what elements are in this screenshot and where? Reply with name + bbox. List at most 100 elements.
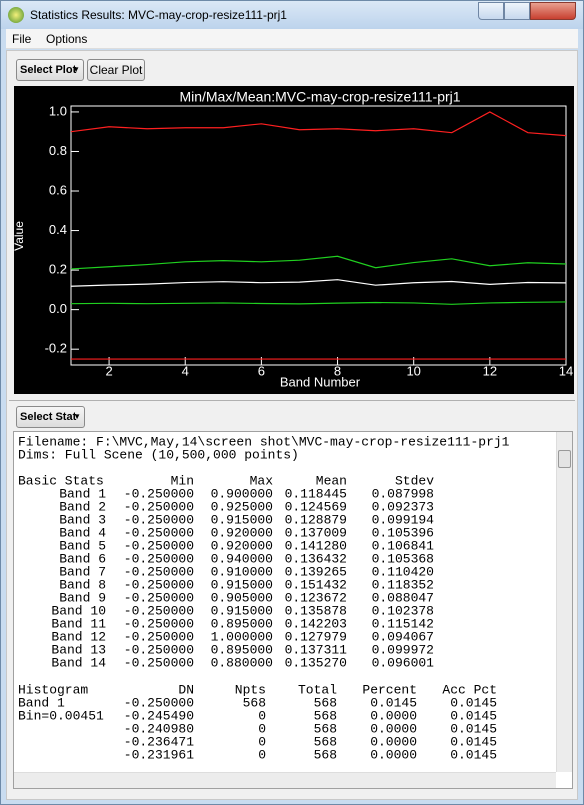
report-text: 0.915000 [211, 577, 273, 592]
y-tick-label: -0.2 [45, 341, 67, 356]
report-text: 0.135878 [285, 603, 347, 618]
report-text: 0.895000 [211, 642, 273, 657]
report-text: Mean [316, 473, 347, 488]
x-tick-label: 14 [559, 363, 573, 378]
report-text: 0 [258, 708, 266, 723]
report-text: 0.880000 [211, 655, 273, 670]
x-tick-label: 6 [258, 363, 265, 378]
menu-item[interactable]: File [12, 32, 32, 46]
report-text: 0.151432 [285, 577, 347, 592]
report-text: 0.0000 [370, 747, 417, 762]
button-label: Select Plot [20, 64, 77, 76]
report-text: Basic Stats [18, 473, 104, 488]
series-line [70, 255, 567, 270]
select-plot-button[interactable]: Select Plot ▼ [16, 59, 84, 81]
report-text: 568 [243, 695, 266, 710]
maximize-button[interactable] [504, 2, 530, 20]
report-text: 0.0000 [370, 721, 417, 736]
report-text: 0.115142 [372, 616, 434, 631]
menu-bar: File Options [6, 29, 578, 49]
report-text: 0.0145 [450, 695, 497, 710]
series-line [70, 279, 567, 287]
app-icon [8, 7, 24, 23]
report-text: 0 [258, 734, 266, 749]
report-text: 0.905000 [211, 590, 273, 605]
report-text: 0.136432 [285, 551, 347, 566]
report-text: Band 9 [59, 590, 106, 605]
report-text: Band 2 [59, 499, 106, 514]
x-axis-label: Band Number [280, 374, 361, 389]
report-text: 0.087998 [372, 486, 434, 501]
report-text: Band 12 [51, 629, 106, 644]
report-text-area[interactable] [13, 431, 573, 789]
series-line [70, 301, 567, 305]
report-text: Total [298, 682, 337, 697]
report-text: 0.088047 [372, 590, 434, 605]
report-text: Band 11 [51, 616, 106, 631]
y-tick-label: 0.4 [49, 222, 67, 237]
report-text: 0.141280 [285, 538, 347, 553]
report-text: 0.915000 [211, 512, 273, 527]
report-text: Dims: Full Scene (10,500,000 points) [18, 447, 299, 462]
report-text: 0.0145 [450, 721, 497, 736]
report-text: 0.900000 [211, 486, 273, 501]
report-text: 568 [314, 747, 337, 762]
report-text: -0.250000 [124, 642, 194, 657]
vertical-scrollbar[interactable] [556, 432, 572, 772]
scroll-thumb[interactable] [558, 450, 571, 468]
horizontal-scrollbar[interactable] [14, 772, 556, 788]
select-stat-button[interactable]: Select Stat ▼ [16, 406, 85, 428]
report-text: Min [171, 473, 194, 488]
report-text: 0.0145 [450, 734, 497, 749]
report-text: 568 [314, 695, 337, 710]
button-label: Select Stat [20, 411, 77, 423]
close-button[interactable] [530, 2, 576, 20]
report-text: 0.920000 [211, 538, 273, 553]
report-text: 0.895000 [211, 616, 273, 631]
report-text: Stdev [395, 473, 434, 488]
y-tick-label: 0.0 [49, 301, 67, 316]
report-text: 0.128879 [285, 512, 347, 527]
report-text: 568 [314, 708, 337, 723]
title-bar: Statistics Results: MVC-may-crop-resize1… [1, 1, 583, 29]
x-tick-label: 4 [182, 363, 189, 378]
report-text: 0 [258, 721, 266, 736]
y-tick-label: 0.2 [49, 262, 67, 277]
report-text: 0.0145 [370, 695, 417, 710]
report-text: -0.236471 [124, 734, 194, 749]
report-text: 0.105396 [372, 525, 434, 540]
report-text: Acc Pct [442, 682, 497, 697]
report-text: -0.250000 [124, 616, 194, 631]
report-text: 0.915000 [211, 603, 273, 618]
y-tick-label: 1.0 [49, 103, 67, 118]
report-text: 0.110420 [372, 564, 434, 579]
report-text: Percent [362, 682, 417, 697]
chart-title: Min/Max/Mean:MVC-may-crop-resize111-prj1 [179, 89, 460, 105]
report-text: 0.124569 [285, 499, 347, 514]
report-text: -0.250000 [124, 525, 194, 540]
minimize-button[interactable] [478, 2, 504, 20]
report-text: -0.245490 [124, 708, 194, 723]
report-text: 568 [314, 721, 337, 736]
menu-item[interactable]: Options [46, 32, 88, 46]
report-text: 0 [258, 747, 266, 762]
report-text: 568 [314, 734, 337, 749]
report-text: Band 13 [51, 642, 106, 657]
report-text: -0.250000 [124, 512, 194, 527]
report-text: Band 5 [59, 538, 106, 553]
clear-plot-button[interactable]: Clear Plot [87, 59, 145, 81]
report-text: 0.099972 [372, 642, 434, 657]
report-text: Bin=0.00451 [18, 708, 104, 723]
report-text: 0.0145 [450, 708, 497, 723]
report-text: -0.231961 [124, 747, 194, 762]
dropdown-arrow: ▼ [73, 412, 81, 421]
report-text: Band 1 [18, 695, 65, 710]
report-text: 0.0000 [370, 708, 417, 723]
y-axis-label: Value [12, 221, 26, 251]
report-text: 0.139265 [285, 564, 347, 579]
report-text: 0.135270 [285, 655, 347, 670]
report-text: 0.925000 [211, 499, 273, 514]
report-text: Max [250, 473, 274, 488]
